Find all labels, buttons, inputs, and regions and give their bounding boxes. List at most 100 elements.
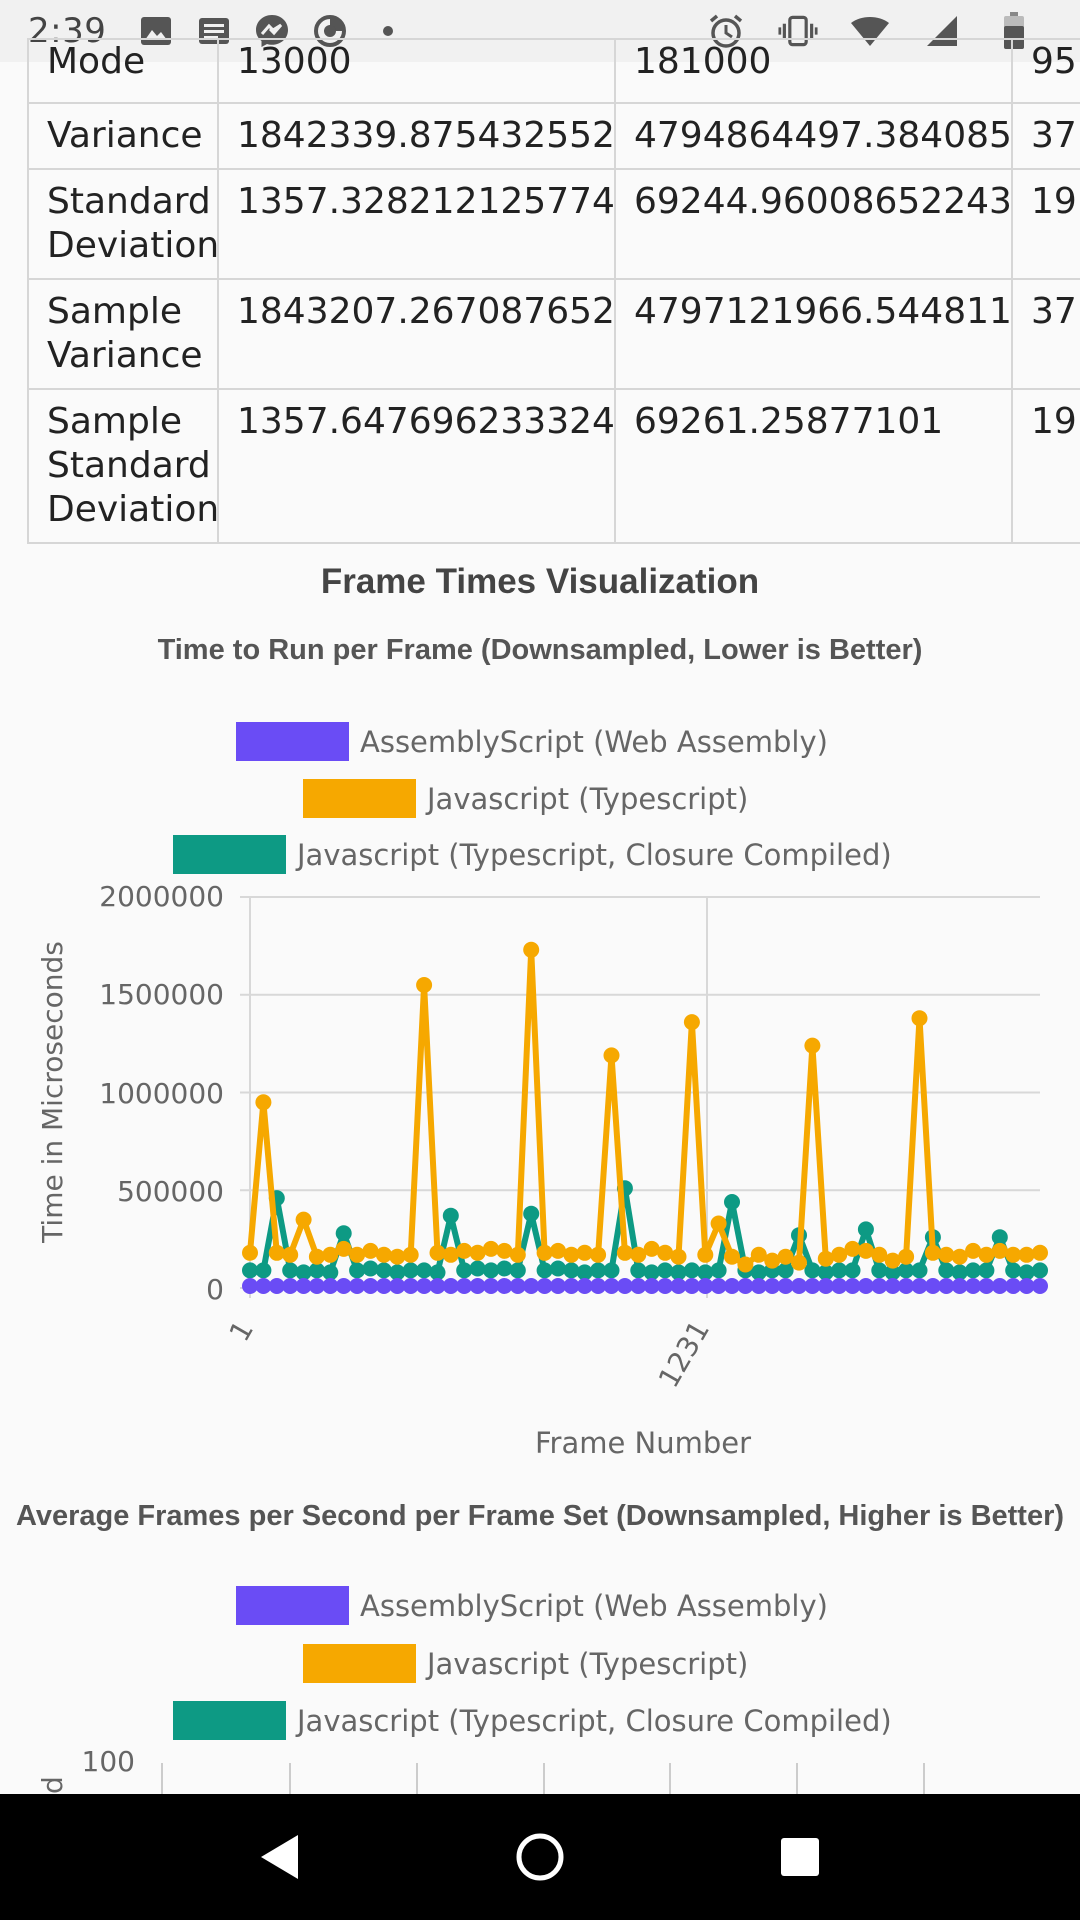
data-point[interactable] xyxy=(335,1240,352,1257)
data-point[interactable] xyxy=(991,1229,1008,1246)
data-point[interactable] xyxy=(429,1244,446,1261)
data-point[interactable] xyxy=(683,1262,700,1279)
data-point[interactable] xyxy=(456,1262,473,1279)
data-point[interactable] xyxy=(991,1278,1008,1294)
data-point[interactable] xyxy=(469,1278,486,1294)
data-point[interactable] xyxy=(1005,1262,1022,1279)
data-point[interactable] xyxy=(951,1248,968,1265)
data-point[interactable] xyxy=(831,1278,848,1294)
data-point[interactable] xyxy=(1018,1246,1035,1263)
data-point[interactable] xyxy=(242,1278,258,1294)
data-point[interactable] xyxy=(416,1278,433,1294)
data-point[interactable] xyxy=(978,1262,995,1279)
data-point[interactable] xyxy=(657,1244,674,1261)
data-point[interactable] xyxy=(402,1246,419,1263)
data-point[interactable] xyxy=(442,1207,459,1224)
data-point[interactable] xyxy=(965,1262,982,1279)
data-point[interactable] xyxy=(938,1262,955,1279)
data-point[interactable] xyxy=(710,1215,727,1232)
data-point[interactable] xyxy=(389,1278,406,1294)
data-point[interactable] xyxy=(764,1278,781,1294)
data-point[interactable] xyxy=(710,1278,727,1294)
data-point[interactable] xyxy=(831,1262,848,1279)
data-point[interactable] xyxy=(255,1262,272,1279)
data-point[interactable] xyxy=(308,1278,325,1294)
data-point[interactable] xyxy=(550,1260,566,1277)
data-point[interactable] xyxy=(483,1278,499,1294)
data-point[interactable] xyxy=(1005,1278,1022,1294)
data-point[interactable] xyxy=(590,1278,607,1294)
data-point[interactable] xyxy=(416,977,433,993)
data-point[interactable] xyxy=(509,1278,526,1294)
data-point[interactable] xyxy=(857,1221,874,1238)
data-point[interactable] xyxy=(255,1278,272,1294)
data-point[interactable] xyxy=(429,1278,446,1294)
data-point[interactable] xyxy=(737,1256,754,1273)
data-point[interactable] xyxy=(456,1278,473,1294)
data-point[interactable] xyxy=(389,1264,406,1281)
data-point[interactable] xyxy=(978,1246,995,1263)
data-point[interactable] xyxy=(884,1278,901,1294)
legend-item[interactable]: Javascript (Typescript) xyxy=(303,1644,748,1683)
data-point[interactable] xyxy=(643,1278,660,1294)
data-point[interactable] xyxy=(817,1278,834,1294)
data-point[interactable] xyxy=(349,1246,366,1263)
data-point[interactable] xyxy=(844,1240,861,1257)
data-point[interactable] xyxy=(603,1262,620,1279)
home-button[interactable] xyxy=(495,1812,585,1902)
back-button[interactable] xyxy=(235,1812,325,1902)
data-point[interactable] xyxy=(322,1264,339,1281)
data-point[interactable] xyxy=(416,1262,433,1279)
data-point[interactable] xyxy=(442,1246,459,1263)
data-point[interactable] xyxy=(683,1014,700,1031)
data-point[interactable] xyxy=(496,1278,513,1294)
data-point[interactable] xyxy=(844,1278,861,1294)
data-point[interactable] xyxy=(630,1262,647,1279)
data-point[interactable] xyxy=(563,1246,580,1263)
data-point[interactable] xyxy=(349,1278,366,1294)
data-point[interactable] xyxy=(657,1262,674,1279)
data-point[interactable] xyxy=(335,1225,352,1242)
data-point[interactable] xyxy=(483,1240,499,1257)
data-point[interactable] xyxy=(978,1278,995,1294)
data-point[interactable] xyxy=(603,1047,620,1064)
data-point[interactable] xyxy=(817,1264,834,1281)
data-point[interactable] xyxy=(724,1194,740,1210)
data-point[interactable] xyxy=(777,1248,794,1265)
data-point[interactable] xyxy=(483,1262,499,1279)
data-point[interactable] xyxy=(965,1278,982,1294)
data-point[interactable] xyxy=(924,1278,941,1294)
data-point[interactable] xyxy=(389,1248,406,1265)
data-point[interactable] xyxy=(616,1278,633,1294)
data-point[interactable] xyxy=(938,1278,955,1294)
data-point[interactable] xyxy=(295,1278,312,1294)
data-point[interactable] xyxy=(349,1262,366,1279)
data-point[interactable] xyxy=(951,1278,968,1294)
data-point[interactable] xyxy=(536,1278,553,1294)
data-point[interactable] xyxy=(1032,1244,1048,1261)
data-point[interactable] xyxy=(322,1278,339,1294)
data-point[interactable] xyxy=(724,1278,740,1294)
data-point[interactable] xyxy=(523,1205,540,1222)
data-point[interactable] xyxy=(630,1246,647,1263)
data-point[interactable] xyxy=(898,1278,915,1294)
data-point[interactable] xyxy=(750,1246,767,1263)
data-point[interactable] xyxy=(509,1262,526,1279)
data-point[interactable] xyxy=(991,1242,1008,1259)
data-point[interactable] xyxy=(550,1242,566,1259)
data-point[interactable] xyxy=(1018,1264,1035,1281)
data-point[interactable] xyxy=(857,1278,874,1294)
data-point[interactable] xyxy=(550,1278,566,1294)
data-point[interactable] xyxy=(362,1260,379,1277)
data-point[interactable] xyxy=(496,1242,513,1259)
data-point[interactable] xyxy=(764,1252,781,1269)
data-point[interactable] xyxy=(884,1264,901,1281)
data-point[interactable] xyxy=(697,1264,714,1281)
legend-item[interactable]: Javascript (Typescript, Closure Compiled… xyxy=(173,1701,892,1740)
data-point[interactable] xyxy=(563,1262,580,1279)
data-point[interactable] xyxy=(804,1278,821,1294)
data-point[interactable] xyxy=(724,1248,740,1265)
data-point[interactable] xyxy=(857,1242,874,1259)
data-point[interactable] xyxy=(268,1278,285,1294)
data-point[interactable] xyxy=(402,1278,419,1294)
